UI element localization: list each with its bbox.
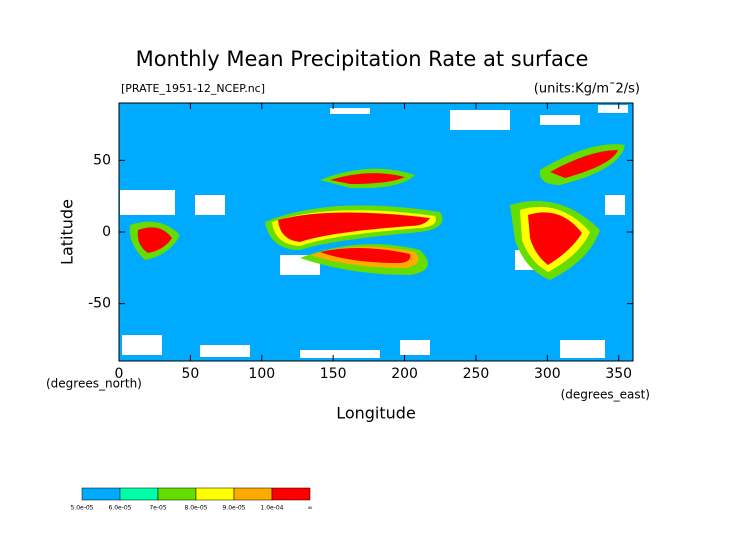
x-axis-label: Longitude — [336, 404, 416, 423]
colorbar-swatch — [119, 487, 159, 501]
colorbar-swatch — [271, 487, 311, 501]
colorbar-swatch — [195, 487, 235, 501]
map-field — [118, 102, 634, 362]
x-tick-label: 300 — [534, 366, 561, 382]
x-unit: (degrees_east) — [561, 388, 650, 402]
colorbar-swatch — [81, 487, 121, 501]
y-unit: (degrees_north) — [46, 377, 142, 391]
x-tick-label: 0 — [115, 366, 124, 382]
subtitle: [PRATE_1951-12_NCEP.nc] — [121, 82, 265, 95]
colorbar-label: 6.0e-05 — [108, 505, 131, 512]
colorbar-label: 7e-05 — [149, 505, 166, 512]
colorbar-swatch — [157, 487, 197, 501]
x-tick-label: 100 — [248, 366, 275, 382]
colorbar-swatch — [233, 487, 273, 501]
x-tick-label: 50 — [181, 366, 199, 382]
y-tick-label: -50 — [88, 296, 111, 312]
x-tick-label: 250 — [463, 366, 490, 382]
x-tick-label: 150 — [320, 366, 347, 382]
y-tick-label: 50 — [93, 152, 111, 168]
x-tick-label: 200 — [391, 366, 418, 382]
colorbar-label: 9.0e-05 — [222, 505, 245, 512]
y-tick-label: 0 — [102, 224, 111, 240]
colorbar-label: ∞ — [308, 505, 313, 512]
colorbar-label: 1.0e-04 — [260, 505, 283, 512]
units: (units:Kg/m¯2/s) — [534, 82, 640, 97]
y-axis-label: Latitude — [58, 199, 77, 265]
precipitation-contours — [129, 144, 625, 280]
chart-title: Monthly Mean Precipitation Rate at surfa… — [136, 47, 589, 71]
colorbar-label: 5.0e-05 — [70, 505, 93, 512]
colorbar-label: 8.0e-05 — [184, 505, 207, 512]
x-tick-label: 350 — [605, 366, 632, 382]
